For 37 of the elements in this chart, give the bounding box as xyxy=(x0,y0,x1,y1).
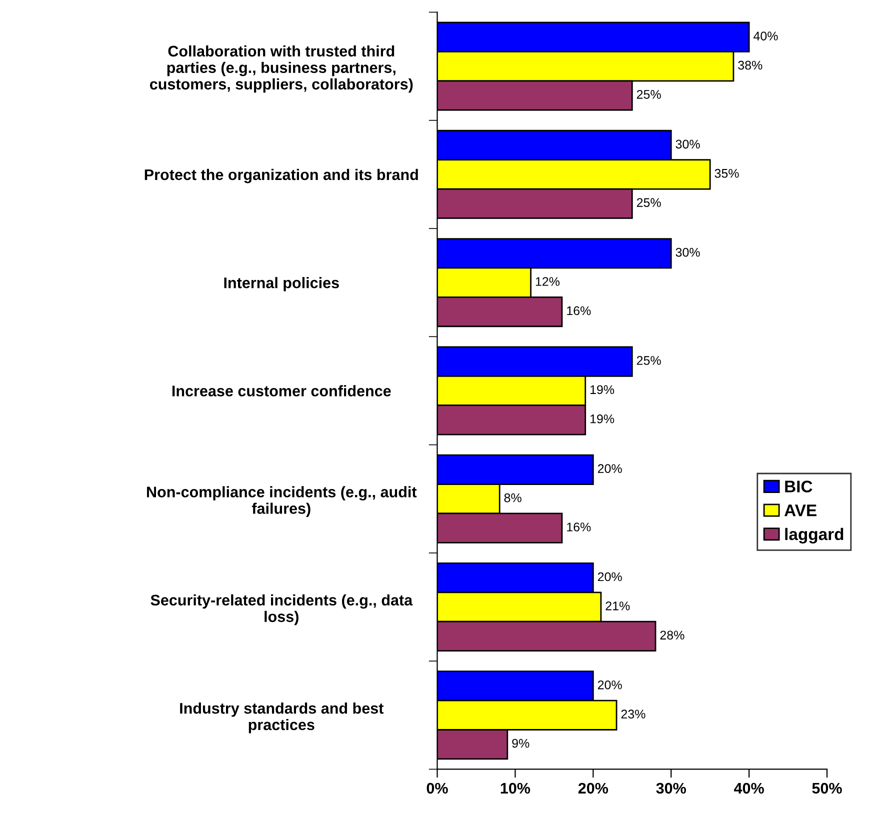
y-tick-label: Protect the organization and its brand xyxy=(144,168,418,184)
data-label: 38% xyxy=(738,60,762,70)
data-label: 35% xyxy=(714,168,739,178)
x-tick-label: 30% xyxy=(656,782,686,794)
data-label: 28% xyxy=(660,630,684,640)
data-label: 25% xyxy=(636,198,661,207)
data-label: 9% xyxy=(512,738,530,748)
x-tick-label: 50% xyxy=(812,782,842,794)
data-label: 30% xyxy=(676,140,700,149)
data-label: 16% xyxy=(567,306,591,316)
x-tick-label: 40% xyxy=(734,782,764,794)
data-label: 19% xyxy=(590,414,614,424)
data-label: 12% xyxy=(536,277,560,286)
legend-label: laggard xyxy=(785,528,844,544)
x-tick-label: 20% xyxy=(578,782,608,794)
data-label: 21% xyxy=(606,602,630,610)
y-tick-label: Industry standards and best practices xyxy=(180,702,384,734)
y-tick-label: Collaboration with trusted third parties (e.g., business partners, customers, suppliers, collaborators) xyxy=(150,45,413,93)
data-label: 40% xyxy=(754,32,778,40)
data-label: 19% xyxy=(590,385,614,394)
y-tick-label: Increase customer confidence xyxy=(172,385,391,396)
legend-label: AVE xyxy=(784,504,816,516)
data-label: 30% xyxy=(676,248,700,257)
x-tick-label: 10% xyxy=(500,782,530,794)
y-tick-label: Security-related incidents (e.g., data loss) xyxy=(150,594,413,626)
legend-label: BIC xyxy=(785,480,812,492)
data-label: 8% xyxy=(504,493,522,502)
data-label: 25% xyxy=(636,90,661,99)
data-label: 25% xyxy=(636,356,661,365)
data-label: 16% xyxy=(567,522,591,532)
y-tick-label: Internal policies xyxy=(224,277,339,292)
data-label: 20% xyxy=(598,680,622,690)
data-label: 20% xyxy=(598,464,622,474)
y-tick-label: Non-compliance incidents (e.g., audit failures) xyxy=(147,486,417,517)
x-tick-label: 0% xyxy=(426,782,448,794)
data-label: 20% xyxy=(598,572,622,582)
data-label: 23% xyxy=(621,710,646,719)
